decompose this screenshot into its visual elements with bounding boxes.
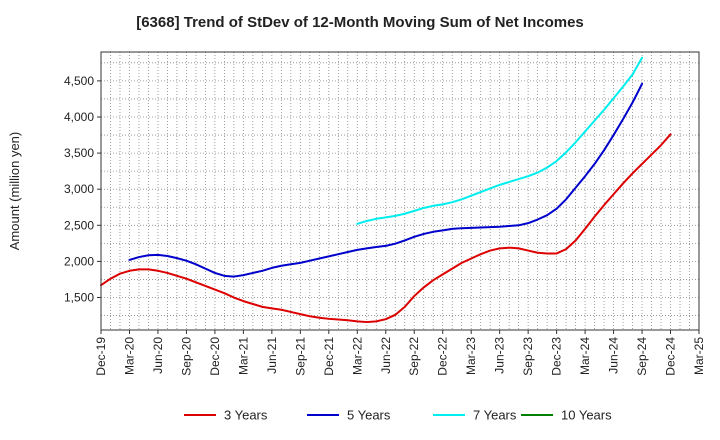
- y-tick-label: 3,500: [64, 146, 94, 160]
- x-tick-label: Sep-24: [635, 337, 649, 376]
- legend-label: 3 Years: [224, 408, 268, 423]
- x-tick-label: Dec-21: [322, 337, 336, 376]
- x-tick-label: Mar-25: [692, 337, 706, 375]
- y-tick-label: 4,000: [64, 110, 94, 124]
- legend-label: 10 Years: [561, 408, 612, 423]
- plot-area-frame: [100, 51, 700, 331]
- y-tick-label: 4,500: [64, 74, 94, 88]
- y-axis-title: Amount (million yen): [7, 132, 22, 251]
- series-line-7-years: [356, 56, 644, 225]
- x-tick-label: Jun-24: [607, 337, 621, 374]
- legend-label: 7 Years: [473, 408, 517, 423]
- y-tick-label: 1,500: [64, 291, 94, 305]
- x-tick-label: Sep-21: [293, 337, 307, 376]
- x-tick-label: Dec-23: [550, 337, 564, 376]
- x-axis-ticks: Dec-19 Mar-20 Jun-20 Sep-20 Dec-20 Mar-21 Jun-…: [94, 330, 706, 376]
- series-line-3-years: [100, 133, 672, 324]
- series-line-5-years: [128, 82, 644, 278]
- chart-title: [6368] Trend of StDev of 12-Month Moving…: [136, 14, 584, 31]
- x-tick-label: Dec-20: [208, 337, 222, 376]
- x-tick-label: Jun-23: [493, 337, 507, 374]
- y-tick-label: 3,000: [64, 182, 94, 196]
- series-lines: [100, 56, 672, 324]
- legend: 3 Years 5 Years 7 Years 10 Years: [184, 408, 612, 423]
- x-tick-label: Mar-22: [350, 337, 364, 375]
- x-tick-label: Mar-20: [122, 337, 136, 375]
- y-axis-ticks: 1,500 2,000 2,500 3,000 3,500 4,000 4,500: [64, 74, 101, 305]
- x-tick-label: Mar-21: [236, 337, 250, 375]
- x-tick-label: Dec-22: [436, 337, 450, 376]
- x-tick-label: Jun-22: [379, 337, 393, 374]
- x-tick-label: Dec-19: [94, 337, 108, 376]
- x-tick-label: Jun-20: [151, 337, 165, 374]
- x-tick-label: Mar-24: [578, 337, 592, 375]
- x-tick-label: Sep-23: [521, 337, 535, 376]
- y-tick-label: 2,000: [64, 254, 94, 268]
- x-tick-label: Sep-20: [179, 337, 193, 376]
- legend-label: 5 Years: [347, 408, 391, 423]
- x-tick-label: Mar-23: [464, 337, 478, 375]
- y-tick-label: 2,500: [64, 218, 94, 232]
- x-tick-label: Dec-24: [664, 337, 678, 376]
- grid: [101, 52, 699, 330]
- x-tick-label: Jun-21: [265, 337, 279, 374]
- x-tick-label: Sep-22: [407, 337, 421, 376]
